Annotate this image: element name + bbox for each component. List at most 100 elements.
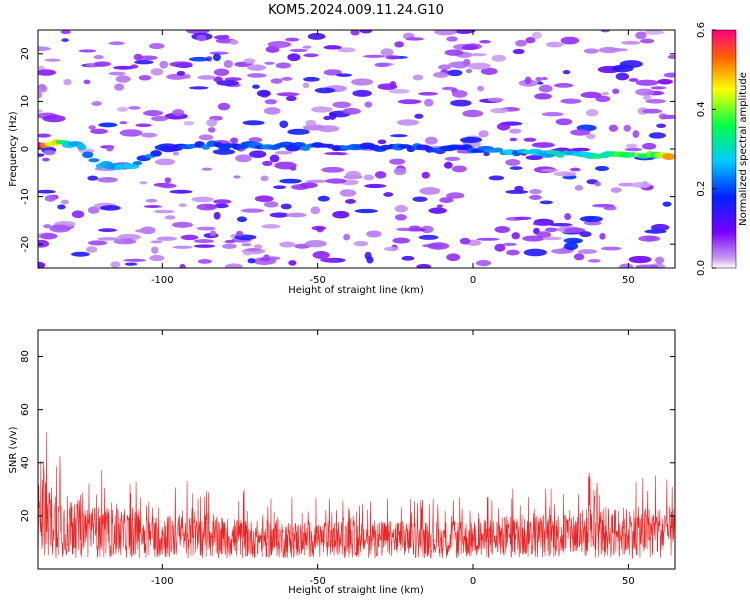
spectrogram-blob [570, 129, 591, 136]
spectrogram-blob [98, 122, 118, 128]
snr-panel: -100 -50 0 50 20 40 60 80 Height of straight l… [8, 329, 676, 596]
spectrogram-blob [153, 209, 175, 214]
spectrogram-blob [133, 53, 143, 61]
spectrogram-blob [193, 239, 215, 244]
spectrogram-blob [648, 132, 666, 139]
spectrogram-blob [172, 151, 180, 156]
spectrogram-blob [324, 151, 347, 156]
spectrogram-blob [548, 222, 573, 227]
spectrogram-ridge [88, 158, 100, 163]
spectrogram-blob [172, 245, 193, 249]
spectrogram-blob [628, 78, 639, 82]
spectrogram-blob [279, 120, 289, 129]
spectrogram-ridge [132, 160, 143, 166]
spectrogram-blob [541, 77, 548, 81]
spectrogram-blob [573, 253, 585, 261]
spectrogram-blob [213, 199, 232, 205]
spectrogram-blob [389, 158, 406, 165]
spectrogram-blob [563, 237, 583, 244]
spectrogram-blob [49, 224, 71, 233]
spectrogram-blob [240, 208, 265, 213]
snr-frame [37, 329, 676, 570]
spectrogram-blob [642, 142, 657, 150]
colorbar-label: Normalized spectral amplitude [738, 72, 749, 226]
spectrogram-blob [462, 109, 484, 118]
spectrogram-blob [233, 175, 241, 179]
spectrogram-blob [159, 183, 177, 189]
spectrogram-blob [188, 56, 210, 62]
spectrogram-blob [505, 189, 529, 194]
spectrogram-blob [150, 68, 164, 76]
y-tick-label: 20 [20, 510, 31, 523]
spectrogram-blob [366, 230, 382, 238]
spectrogram-blob [560, 98, 582, 104]
spectrogram-ridge [492, 147, 504, 153]
spectrogram-blob [38, 261, 46, 268]
spectrogram-blob [196, 226, 216, 231]
spectrogram-blob [642, 108, 662, 114]
spectrogram-blob [494, 243, 506, 252]
spectrogram-blob [273, 185, 287, 189]
spectrogram-blob [592, 203, 615, 208]
spectrogram-blob [496, 122, 511, 131]
spectrogram-blob [97, 237, 120, 241]
spectrogram-blob [539, 200, 553, 205]
spectrogram-blob [511, 232, 520, 240]
spectrogram-blobs [38, 30, 675, 268]
spectrogram-blob [529, 194, 542, 200]
spectrogram-blob [71, 251, 90, 257]
spectrogram-blob [667, 54, 675, 59]
spectrogram-blob [577, 249, 598, 254]
spectrogram-blob [319, 257, 338, 263]
spectrogram-blob [270, 78, 283, 84]
spectrogram-blob [478, 40, 491, 44]
x-tick-label: 0 [470, 576, 476, 587]
spectrogram-blob [229, 39, 239, 45]
snr-ylabel: SNR (v/v) [8, 426, 19, 473]
spectrogram-blob [656, 123, 667, 129]
spectrogram-blob [579, 215, 603, 223]
spectrogram-blob [213, 211, 221, 220]
spectrogram-blob [247, 64, 267, 71]
spectrogram-blob [645, 98, 666, 104]
y-tick-label: -10 [20, 188, 31, 204]
spectrogram-blob [234, 62, 250, 68]
spectrogram-blob [615, 72, 630, 81]
spectrogram-blob [86, 246, 98, 253]
spectrogram-blob [332, 210, 350, 219]
spectrogram-blob [150, 240, 163, 244]
colorbar-tick-label: 0.6 [696, 22, 707, 38]
spectrogram-blob [44, 58, 61, 62]
spectrogram-blob [38, 153, 45, 157]
spectrogram-blob [640, 38, 655, 44]
spectrogram-blob [564, 242, 579, 250]
spectrogram-blob [311, 225, 326, 231]
spectrogram-blob [139, 181, 148, 185]
spectrogram-blob [419, 187, 441, 195]
spectrogram-blob [345, 198, 356, 204]
y-tick-label: 10 [20, 95, 31, 108]
spectrogram-ridge [662, 153, 675, 161]
spectrogram-blob [583, 48, 599, 54]
spectrogram-blob [88, 125, 96, 130]
spectrogram-blob [248, 137, 263, 143]
spectrogram-blob [337, 47, 356, 53]
spectrogram-blob [446, 192, 465, 199]
spectrogram-blob [119, 121, 128, 125]
spectrogram-blob [60, 30, 71, 35]
spectrogram-blob [40, 233, 58, 240]
spectrogram-blob [280, 203, 292, 210]
snr-series-line [38, 432, 675, 559]
snr-x-ticks: -100 -50 0 50 [151, 330, 635, 587]
y-tick-label: 80 [20, 350, 31, 363]
spectrogram-blob [396, 119, 420, 126]
spectrogram-blob [149, 254, 165, 262]
spectrogram-blob [441, 86, 457, 91]
spectrogram-blob [217, 102, 231, 111]
spectrogram-xlabel: Height of straight line (km) [288, 285, 424, 296]
spectrogram-blob [635, 79, 659, 86]
spectrogram-blob [478, 130, 489, 138]
spectrogram-blob [274, 161, 297, 170]
spectrogram-blob [310, 206, 321, 215]
